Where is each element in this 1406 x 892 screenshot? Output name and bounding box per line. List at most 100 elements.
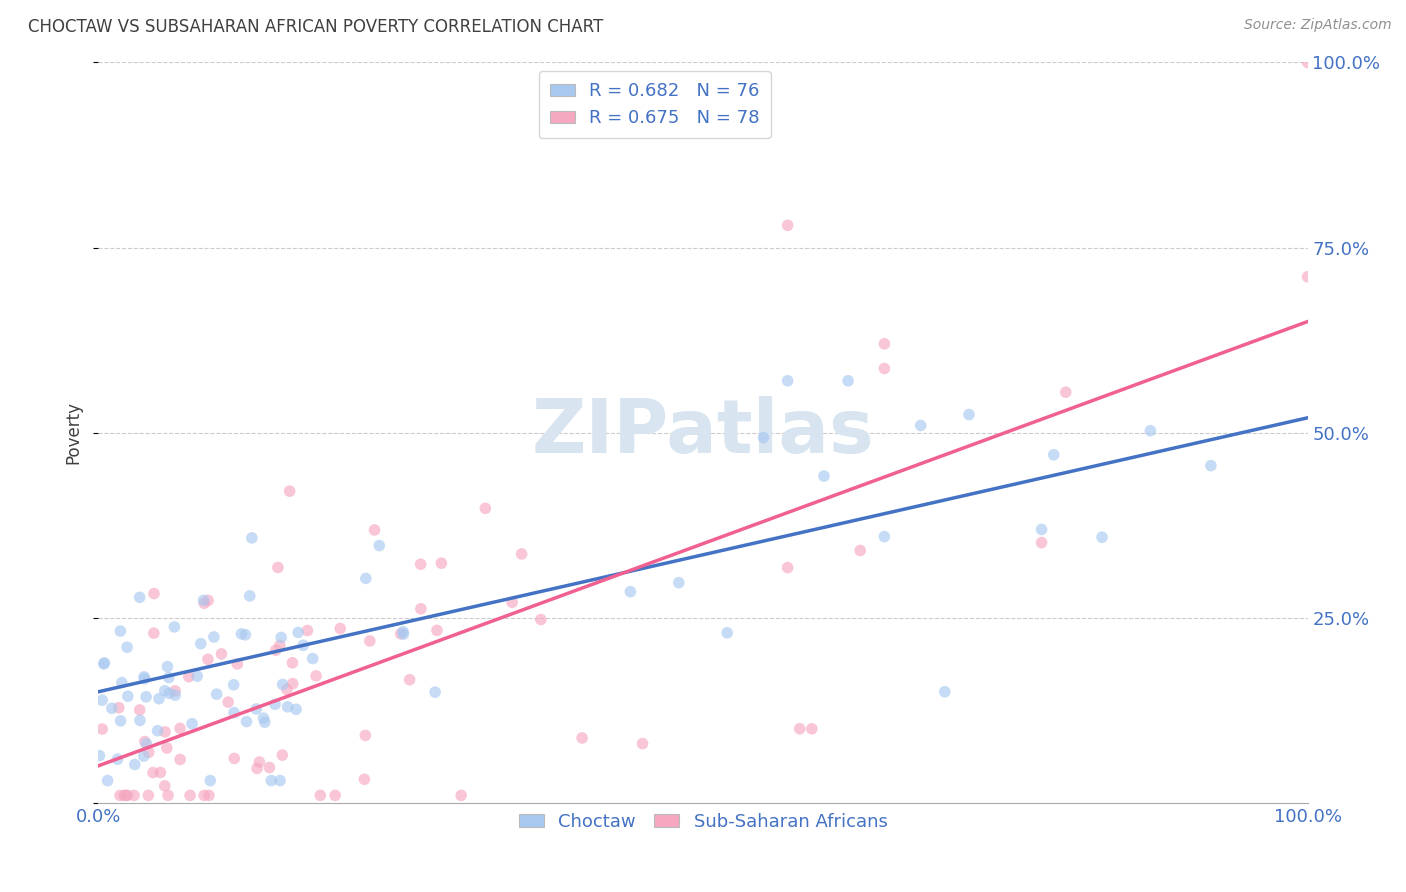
Point (873, 361, 896, 376)
Point (957, 408, 980, 422)
Point (271, 748, 294, 763)
Point (165, 683, 187, 698)
Point (716, 625, 738, 640)
Point (297, 624, 319, 638)
Point (269, 639, 291, 653)
Point (177, 670, 200, 684)
Point (276, 682, 298, 697)
Point (1054, 385, 1077, 400)
Point (157, 671, 180, 685)
Point (134, 734, 156, 748)
Point (1139, 424, 1161, 438)
Point (142, 626, 165, 640)
Point (510, 547, 533, 561)
Point (277, 699, 299, 714)
Point (193, 596, 215, 610)
Point (264, 698, 287, 712)
Point (1031, 535, 1053, 549)
Point (163, 620, 186, 634)
Point (165, 688, 187, 702)
Point (1296, 269, 1319, 284)
Point (813, 469, 835, 483)
Point (776, 219, 799, 233)
Point (619, 584, 641, 599)
Point (285, 702, 308, 716)
Point (368, 539, 391, 553)
Point (181, 716, 204, 731)
Point (231, 627, 253, 641)
Point (132, 749, 155, 764)
Point (197, 652, 219, 666)
Point (239, 589, 262, 603)
Point (156, 741, 179, 756)
Point (153, 779, 176, 793)
Point (200, 773, 222, 788)
Point (450, 789, 472, 803)
Point (426, 624, 449, 638)
Point (115, 789, 138, 803)
Point (153, 724, 176, 739)
Point (190, 637, 212, 651)
Point (117, 789, 139, 803)
Point (146, 723, 169, 738)
Point (309, 789, 332, 803)
Y-axis label: Poverty: Poverty (65, 401, 83, 464)
Point (530, 613, 553, 627)
Point (305, 669, 328, 683)
Point (157, 789, 180, 803)
Point (124, 757, 146, 772)
Point (217, 695, 239, 709)
Point (934, 685, 956, 699)
Point (246, 761, 269, 775)
Text: ZIPatlas: ZIPatlas (531, 396, 875, 469)
Point (873, 336, 896, 351)
Point (631, 737, 654, 751)
Point (873, 530, 896, 544)
Point (398, 673, 420, 687)
Point (354, 571, 377, 585)
Point (91, 722, 114, 736)
Point (1199, 458, 1222, 473)
Text: CHOCTAW VS SUBSAHARAN AFRICAN POVERTY CORRELATION CHART: CHOCTAW VS SUBSAHARAN AFRICAN POVERTY CO… (28, 18, 603, 36)
Point (197, 593, 219, 607)
Point (474, 501, 496, 516)
Point (363, 523, 385, 537)
Point (849, 543, 872, 558)
Point (247, 755, 270, 769)
Point (800, 722, 823, 736)
Text: Source: ZipAtlas.com: Source: ZipAtlas.com (1244, 18, 1392, 32)
Point (205, 687, 228, 701)
Point (269, 773, 291, 788)
Point (224, 751, 246, 765)
Point (271, 677, 294, 691)
Point (222, 678, 245, 692)
Point (97, 773, 120, 788)
Point (235, 628, 257, 642)
Point (278, 484, 301, 499)
Point (129, 714, 152, 728)
Point (235, 714, 257, 729)
Point (267, 560, 290, 574)
Point (128, 591, 150, 605)
Point (101, 701, 124, 715)
Point (138, 789, 160, 803)
Point (1091, 530, 1114, 544)
Point (115, 640, 138, 655)
Point (910, 418, 932, 433)
Point (110, 714, 132, 728)
Point (259, 760, 281, 774)
Point (571, 731, 593, 745)
Point (108, 789, 131, 803)
Point (776, 560, 799, 574)
Point (110, 624, 132, 638)
Point (281, 656, 304, 670)
Point (107, 752, 129, 766)
Point (409, 558, 432, 572)
Point (389, 627, 412, 641)
Point (135, 737, 157, 751)
Point (138, 745, 160, 759)
Point (1042, 448, 1064, 462)
Point (169, 752, 191, 766)
Point (776, 374, 799, 388)
Point (93, 657, 115, 671)
